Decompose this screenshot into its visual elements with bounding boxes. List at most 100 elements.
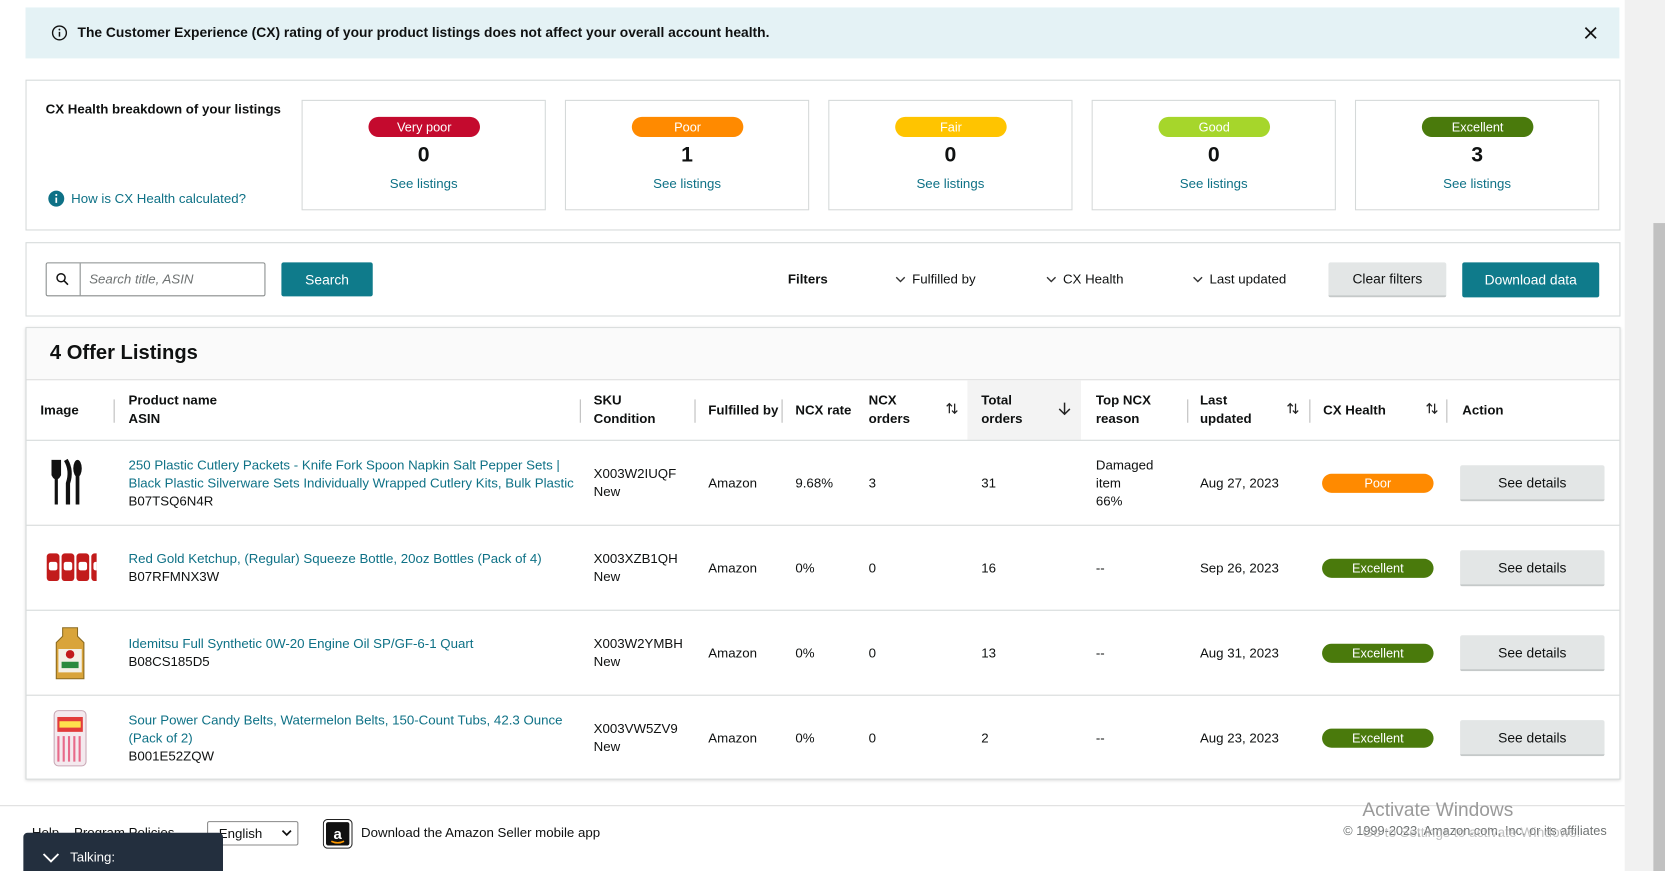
- fulfilled-by: Amazon: [708, 475, 757, 491]
- download-button[interactable]: Download data: [1462, 262, 1600, 298]
- talking-widget[interactable]: Talking:: [23, 832, 223, 871]
- column-header-line: Total: [981, 393, 1012, 408]
- rating-count: 0: [417, 143, 430, 167]
- top-ncx-cell: --: [1096, 696, 1181, 781]
- product-name-link[interactable]: Red Gold Ketchup, (Regular) Squeeze Bott…: [128, 551, 542, 567]
- total-orders-cell: 16: [981, 526, 1066, 611]
- search-icon: [56, 272, 69, 286]
- sku: X003W2YMBH: [593, 636, 683, 652]
- banner-text: The Customer Experience (CX) rating of y…: [77, 24, 770, 41]
- help-link[interactable]: How is CX Health calculated?: [71, 191, 247, 207]
- rating-pill: Good: [1158, 116, 1271, 138]
- rating-count: 3: [1471, 143, 1484, 167]
- clear-filters-button[interactable]: Clear filters: [1328, 262, 1447, 298]
- rating-pill: Very poor: [368, 116, 480, 138]
- column-header: NCX rate: [795, 380, 864, 439]
- ncx-orders-cell: 0: [869, 696, 954, 781]
- last-updated: Sep 26, 2023: [1199, 560, 1279, 576]
- cx-health-pill: Excellent: [1322, 643, 1434, 663]
- top-ncx-cell: --: [1096, 526, 1181, 611]
- product-image: [51, 458, 82, 505]
- product-cell: Idemitsu Full Synthetic 0W-20 Engine Oil…: [128, 611, 574, 696]
- total-orders: 31: [981, 475, 996, 491]
- asin: B07TSQ6N4R: [128, 493, 214, 509]
- activation-subtitle: Go to Settings to activate Windows.: [1362, 824, 1581, 841]
- search-button[interactable]: Search: [281, 262, 373, 297]
- see-details-button[interactable]: See details: [1460, 635, 1605, 672]
- column-header: SKU Condition: [594, 380, 700, 439]
- scrollbar-thumb[interactable]: [1653, 223, 1665, 871]
- last-updated: Aug 27, 2023: [1199, 475, 1279, 491]
- see-listings-link[interactable]: See listings: [916, 176, 985, 192]
- cx-health-pill: Excellent: [1322, 558, 1434, 578]
- sku: X003XZB1QH: [593, 551, 678, 567]
- ncx-rate: 0%: [795, 645, 815, 661]
- sort-icon: [1287, 402, 1299, 415]
- cx-breakdown: CX Health breakdown of your listings How…: [25, 79, 1621, 231]
- filter-dropdown[interactable]: CX Health: [1062, 271, 1124, 287]
- rating-count: 0: [1207, 143, 1220, 167]
- total-orders: 2: [981, 730, 989, 746]
- filter-dropdown[interactable]: Fulfilled by: [912, 271, 976, 287]
- fulfilled-by: Amazon: [708, 560, 757, 576]
- rating-pill: Poor: [631, 116, 744, 138]
- rating-count: 0: [944, 143, 957, 167]
- top-ncx-reason-line: --: [1095, 645, 1105, 661]
- product-name-link[interactable]: 250 Plastic Cutlery Packets - Knife Fork…: [128, 457, 574, 491]
- column-header-line: Fulfilled by: [708, 402, 779, 417]
- rating-card: Good 0 See listings: [1091, 99, 1336, 211]
- see-details-button[interactable]: See details: [1460, 550, 1605, 587]
- column-header-line: orders: [868, 411, 910, 426]
- see-listings-link[interactable]: See listings: [1179, 176, 1248, 192]
- sku-cell: X003W2IUQF New: [594, 441, 700, 526]
- close-button[interactable]: [1583, 25, 1598, 40]
- product-cell: Red Gold Ketchup, (Regular) Squeeze Bott…: [128, 526, 574, 611]
- total-orders-cell: 2: [981, 696, 1066, 781]
- see-details-button[interactable]: See details: [1460, 465, 1605, 502]
- ncx-rate-cell: 0%: [795, 611, 864, 696]
- column-separator: [1187, 399, 1189, 423]
- select-arrow: [281, 830, 292, 837]
- rating-card: Poor 1 See listings: [564, 99, 810, 211]
- sort-desc-icon: [1058, 402, 1071, 416]
- column-header: Image: [40, 380, 114, 439]
- rating-card: Excellent 3 See listings: [1354, 99, 1600, 211]
- ncx-rate-cell: 9.68%: [795, 441, 864, 526]
- row-divider: [26, 694, 1620, 696]
- product-name-link[interactable]: Sour Power Candy Belts, Watermelon Belts…: [128, 712, 563, 746]
- fulfilled-cell: Amazon: [708, 441, 793, 526]
- column-header-line: updated: [1199, 411, 1252, 426]
- column-separator: [579, 399, 581, 423]
- ncx-rate: 9.68%: [795, 475, 834, 491]
- column-header: Total orders: [981, 380, 1087, 439]
- chevron-icon: [895, 276, 906, 283]
- top-ncx-reason-line: Damaged: [1095, 457, 1154, 473]
- column-header-line: Action: [1462, 402, 1504, 417]
- cx-health-pill: Excellent: [1322, 728, 1434, 748]
- total-orders: 13: [981, 645, 996, 661]
- app-text[interactable]: Download the Amazon Seller mobile app: [361, 825, 601, 841]
- collapse-icon: [42, 853, 60, 863]
- see-listings-link[interactable]: See listings: [389, 176, 458, 192]
- language-value: English: [218, 826, 263, 842]
- search-input[interactable]: Search title, ASIN: [45, 262, 266, 297]
- sku-cell: X003W2YMBH New: [594, 611, 700, 696]
- sort-icon: [1426, 402, 1438, 415]
- listings-table: 4 Offer Listings Image Product name ASIN SK…: [25, 327, 1621, 781]
- talking-label: Talking:: [70, 849, 116, 865]
- search-divider: [79, 263, 81, 296]
- see-listings-link[interactable]: See listings: [653, 176, 721, 192]
- ncx-orders: 3: [868, 475, 877, 491]
- see-details-button[interactable]: See details: [1460, 720, 1605, 757]
- rating-pill: Excellent: [1421, 116, 1534, 138]
- product-name-link[interactable]: Idemitsu Full Synthetic 0W-20 Engine Oil…: [128, 636, 474, 652]
- filter-dropdown[interactable]: Last updated: [1209, 271, 1287, 287]
- info-icon: [51, 25, 68, 41]
- product-image: [53, 710, 87, 767]
- fulfilled-cell: Amazon: [708, 696, 793, 781]
- column-header-line: Product name: [128, 393, 218, 408]
- fulfilled-cell: Amazon: [708, 526, 793, 611]
- last-updated-cell: Aug 27, 2023: [1200, 441, 1317, 526]
- see-listings-link[interactable]: See listings: [1443, 176, 1512, 192]
- copyright: © 1999-2023, Amazon.com, Inc. or its aff…: [1343, 823, 1607, 839]
